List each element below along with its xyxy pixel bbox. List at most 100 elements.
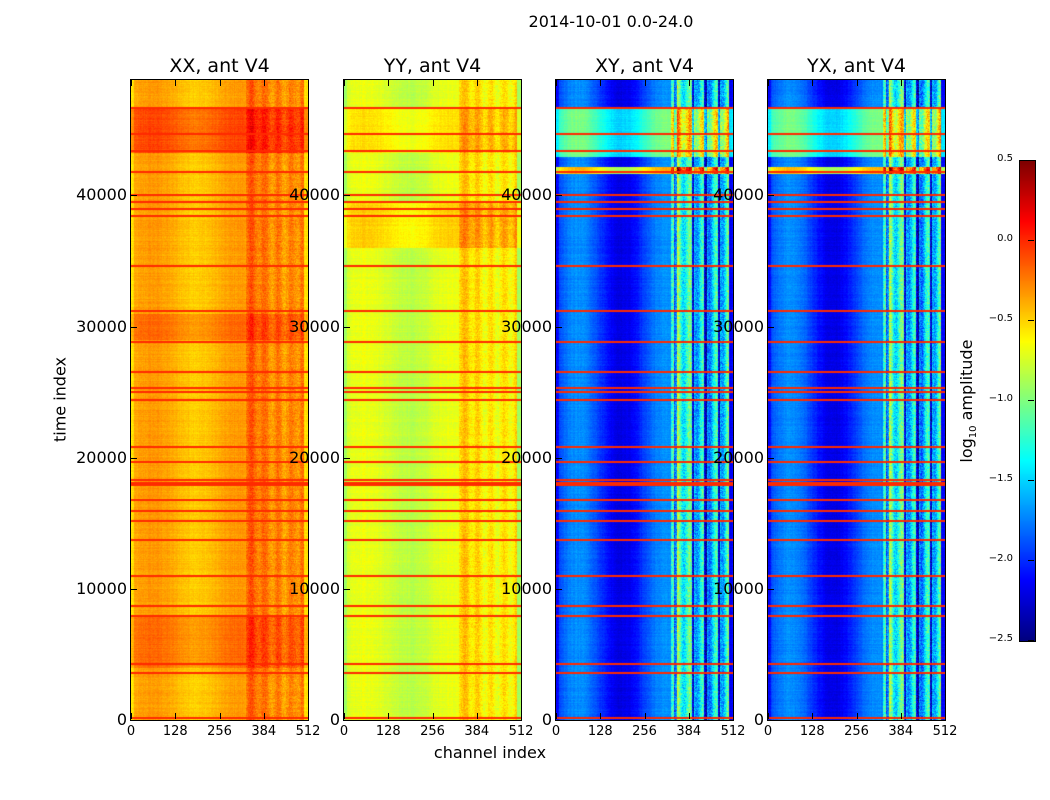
x-tick-mark-top — [856, 80, 858, 86]
y-tick-mark — [344, 588, 350, 590]
y-tick-label: 40000 — [713, 185, 764, 205]
y-tick-mark — [344, 720, 350, 721]
x-tick-mark-top — [600, 80, 602, 86]
colorbar-tick-label: −1.5 — [988, 473, 1013, 484]
y-tick-label: 0 — [753, 710, 764, 729]
y-tick-mark — [556, 326, 562, 328]
y-tick-mark — [768, 588, 774, 590]
y-tick-label: 10000 — [289, 578, 340, 598]
y-tick-mark — [768, 195, 774, 197]
y-tick-label: 40000 — [76, 185, 127, 205]
colorbar-tick-mark — [1028, 400, 1034, 401]
heatmap-image — [344, 80, 521, 720]
x-tick-mark-top — [131, 80, 132, 86]
x-tick-mark — [812, 713, 814, 719]
x-tick-label: 0 — [339, 724, 349, 739]
x-tick-mark-top — [432, 80, 434, 86]
y-tick-label: 10000 — [713, 578, 764, 598]
colorbar — [1019, 160, 1036, 642]
x-tick-mark-top — [768, 80, 769, 86]
x-tick-label: 384 — [464, 724, 490, 739]
x-tick-mark — [945, 713, 946, 719]
x-tick-mark — [856, 713, 858, 719]
x-tick-mark — [600, 713, 602, 719]
x-tick-label: 128 — [375, 724, 401, 739]
x-tick-label: 256 — [207, 724, 232, 739]
panel-title: XX, ant V4 — [169, 55, 270, 77]
x-tick-label: 0 — [126, 724, 136, 739]
y-tick-mark — [344, 326, 350, 328]
x-tick-mark — [476, 713, 478, 719]
colorbar-tick-mark — [1028, 560, 1034, 561]
y-tick-mark — [556, 720, 562, 721]
colorbar-tick-mark — [1028, 240, 1034, 241]
y-tick-label: 0 — [329, 710, 340, 729]
colorbar-tick-mark — [1028, 640, 1034, 641]
y-tick-label: 40000 — [501, 185, 552, 205]
x-tick-mark — [768, 713, 769, 719]
x-tick-mark-top — [219, 80, 221, 86]
colorbar-label: log10 amplitude — [956, 339, 980, 463]
y-tick-label: 30000 — [501, 316, 552, 336]
x-tick-mark-top — [175, 80, 177, 86]
x-tick-mark — [521, 713, 522, 719]
x-tick-label: 128 — [162, 724, 188, 739]
x-tick-mark-top — [344, 80, 345, 86]
heatmap-image — [131, 80, 308, 720]
y-tick-label: 0 — [541, 710, 552, 729]
y-tick-mark — [556, 195, 562, 197]
colorbar-tick-mark — [1028, 480, 1034, 481]
x-tick-mark — [688, 713, 690, 719]
x-tick-mark — [308, 713, 309, 719]
y-tick-mark — [131, 457, 137, 459]
x-tick-mark — [175, 713, 177, 719]
y-tick-mark — [344, 195, 350, 197]
x-tick-mark — [432, 713, 434, 719]
x-tick-mark-top — [900, 80, 902, 86]
y-tick-label: 0 — [116, 710, 127, 729]
y-tick-label: 20000 — [501, 447, 552, 467]
x-tick-label: 512 — [932, 724, 958, 739]
x-tick-mark-top — [388, 80, 390, 86]
x-tick-mark — [556, 713, 557, 719]
colorbar-tick-label: −2.5 — [988, 633, 1013, 644]
panel-title: YX, ant V4 — [807, 55, 906, 77]
x-tick-mark-top — [945, 80, 946, 86]
x-tick-label: 0 — [763, 724, 773, 739]
colorbar-tick-label: −0.5 — [988, 313, 1013, 324]
y-tick-mark — [344, 457, 350, 459]
colorbar-tick-label: −1.0 — [988, 393, 1013, 404]
x-tick-mark — [733, 713, 734, 719]
x-tick-mark — [131, 713, 132, 719]
x-tick-label: 256 — [632, 724, 657, 739]
x-tick-label: 256 — [844, 724, 869, 739]
colorbar-tick-label: −2.0 — [988, 553, 1013, 564]
heatmap-panel — [555, 79, 734, 721]
y-tick-mark — [131, 326, 137, 328]
x-tick-mark-top — [733, 80, 734, 86]
y-tick-label: 20000 — [713, 447, 764, 467]
y-tick-mark — [768, 457, 774, 459]
x-tick-label: 512 — [508, 724, 534, 739]
x-tick-mark — [644, 713, 646, 719]
x-tick-label: 512 — [720, 724, 746, 739]
heatmap-panel — [343, 79, 522, 721]
x-tick-label: 384 — [676, 724, 702, 739]
y-tick-label: 30000 — [713, 316, 764, 336]
colorbar-tick-label: 0.5 — [997, 153, 1013, 164]
x-tick-label: 128 — [799, 724, 825, 739]
y-tick-label: 20000 — [76, 447, 127, 467]
x-tick-mark — [388, 713, 390, 719]
y-tick-label: 30000 — [289, 316, 340, 336]
colorbar-tick-mark — [1028, 160, 1034, 161]
x-tick-mark-top — [263, 80, 265, 86]
y-tick-label: 40000 — [289, 185, 340, 205]
x-tick-mark-top — [644, 80, 646, 86]
y-tick-label: 10000 — [501, 578, 552, 598]
y-tick-mark — [131, 720, 137, 721]
y-tick-label: 20000 — [289, 447, 340, 467]
x-axis-label: channel index — [433, 743, 547, 762]
panel-title: XY, ant V4 — [595, 55, 694, 77]
x-tick-label: 256 — [420, 724, 445, 739]
